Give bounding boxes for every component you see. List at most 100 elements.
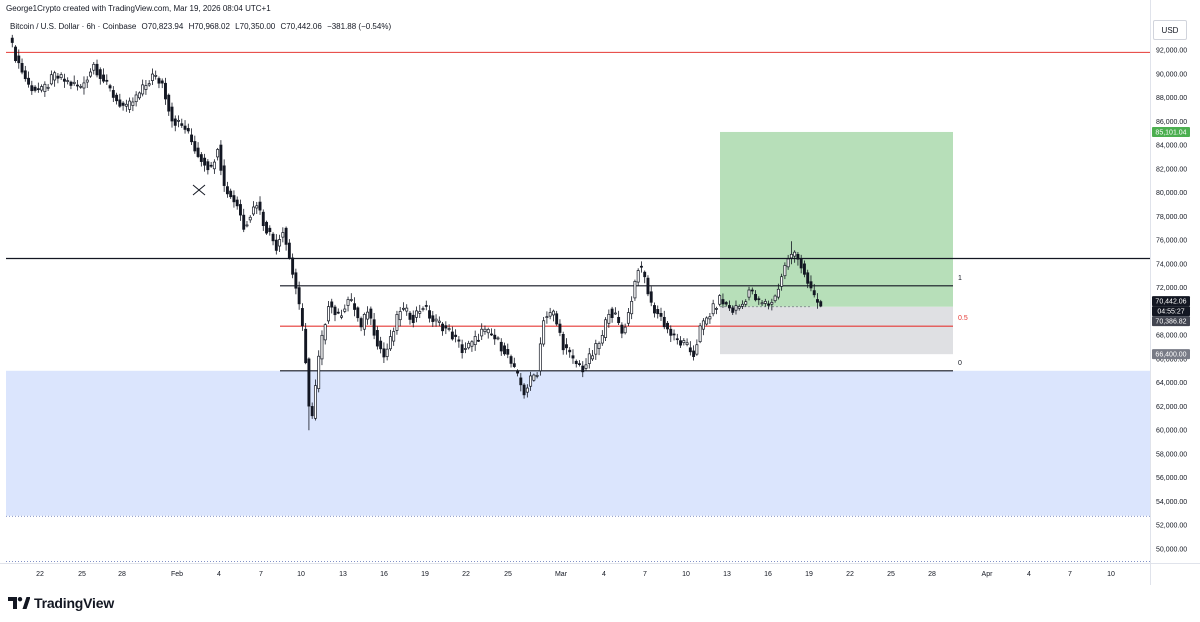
candle-down <box>643 271 647 278</box>
symbol-title[interactable]: Bitcoin / U.S. Dollar · 6h · Coinbase <box>10 22 137 31</box>
candle-up <box>137 92 141 99</box>
candle-down <box>27 77 31 85</box>
candle-up <box>212 161 216 170</box>
candle-down <box>160 80 164 84</box>
candle-down <box>457 339 461 342</box>
candle-up <box>525 387 529 393</box>
candle-down <box>666 322 669 330</box>
ohlc-change: −381.88 (−0.54%) <box>327 22 392 31</box>
candle-up <box>343 308 347 312</box>
candle-up <box>245 224 249 227</box>
candle-up <box>366 311 370 320</box>
candle-up <box>718 295 722 305</box>
fib-label-bottom: 0 <box>958 360 962 367</box>
currency-button[interactable]: USD <box>1153 20 1187 40</box>
candle-down <box>688 347 692 353</box>
candle-down <box>574 360 578 365</box>
demand-zone <box>6 370 1150 516</box>
candle-down <box>333 306 337 316</box>
price-tick-label: 50,000.00 <box>1156 547 1187 554</box>
candle-down <box>721 299 725 305</box>
candle-up <box>695 344 699 355</box>
candle-down <box>662 316 666 328</box>
candle-down <box>190 134 194 143</box>
candle-down <box>503 345 506 355</box>
fib-label-top: 1 <box>958 275 962 282</box>
candle-down <box>444 325 448 329</box>
candle-down <box>509 356 513 364</box>
candle-up <box>72 81 76 84</box>
last-price-badge: 70,442.06 <box>1155 299 1186 306</box>
candle-down <box>121 102 125 106</box>
candle-up <box>747 289 751 298</box>
stop-price-badge: 66,400.00 <box>1155 352 1186 359</box>
candle-up <box>82 82 86 89</box>
candle-down <box>767 303 771 306</box>
candle-down <box>196 147 200 157</box>
candle-up <box>421 308 425 310</box>
candle-up <box>281 232 285 238</box>
candle-down <box>170 106 174 122</box>
candle-down <box>424 305 428 307</box>
candle-up <box>737 306 741 309</box>
candle-up <box>467 342 471 349</box>
candle-up <box>600 335 604 344</box>
candle-up <box>783 265 787 277</box>
candle-up <box>483 328 487 332</box>
candle-up <box>604 319 608 338</box>
candle-down <box>229 190 233 198</box>
candle-up <box>770 302 774 305</box>
candle-up <box>89 71 92 77</box>
candle-down <box>180 123 184 126</box>
candle-down <box>382 348 386 358</box>
candle-down <box>95 63 99 76</box>
candle-down <box>287 242 291 259</box>
candle-down <box>304 328 308 364</box>
candle-up <box>473 336 477 345</box>
tradingview-logo[interactable]: TradingView <box>8 594 114 612</box>
candle-down <box>441 323 445 332</box>
candle-up <box>480 328 484 337</box>
candle-up <box>551 310 555 316</box>
candle-down <box>610 308 614 318</box>
price-tick-label: 66,000.00 <box>1156 356 1187 363</box>
candle-up <box>59 74 63 78</box>
candle-up <box>340 315 343 318</box>
candle-down <box>167 94 171 112</box>
candle-up <box>463 348 467 350</box>
time-tick-label: 4 <box>1027 571 1031 578</box>
candle-down <box>493 334 497 340</box>
candle-up <box>786 258 790 268</box>
candle-down <box>232 195 236 203</box>
candle-down <box>375 330 379 347</box>
candle-up <box>66 80 70 82</box>
time-axis[interactable]: 22 25 28 Feb 4 7 10 13 16 19 22 25 Mar 4 7 10 13 16 19 22 25… <box>36 571 1115 578</box>
candle-up <box>636 270 640 283</box>
candle-down <box>578 363 581 366</box>
tradingview-wordmark: TradingView <box>34 595 115 611</box>
candle-down <box>809 281 813 289</box>
time-tick-label: 16 <box>380 571 388 578</box>
candle-up <box>134 94 138 103</box>
candle-up <box>741 303 744 307</box>
candle-up <box>395 314 399 331</box>
entry-price-badge: 70,386.82 <box>1155 319 1186 326</box>
candle-down <box>359 318 363 328</box>
candle-down <box>731 307 735 313</box>
candle-up <box>320 334 324 360</box>
candle-down <box>297 287 301 305</box>
candle-down <box>268 227 272 233</box>
zones-layer <box>6 131 1150 562</box>
candle-up <box>385 348 389 357</box>
chart-attribution: George1Crypto created with TradingView.c… <box>6 4 271 13</box>
price-tick-label: 68,000.00 <box>1156 333 1187 340</box>
candle-down <box>62 78 66 82</box>
candle-up <box>248 216 252 221</box>
candle-down <box>235 199 239 207</box>
price-tick-label: 84,000.00 <box>1156 143 1187 150</box>
price-tick-label: 58,000.00 <box>1156 451 1187 458</box>
candle-up <box>402 307 405 310</box>
candle-up <box>760 302 764 305</box>
